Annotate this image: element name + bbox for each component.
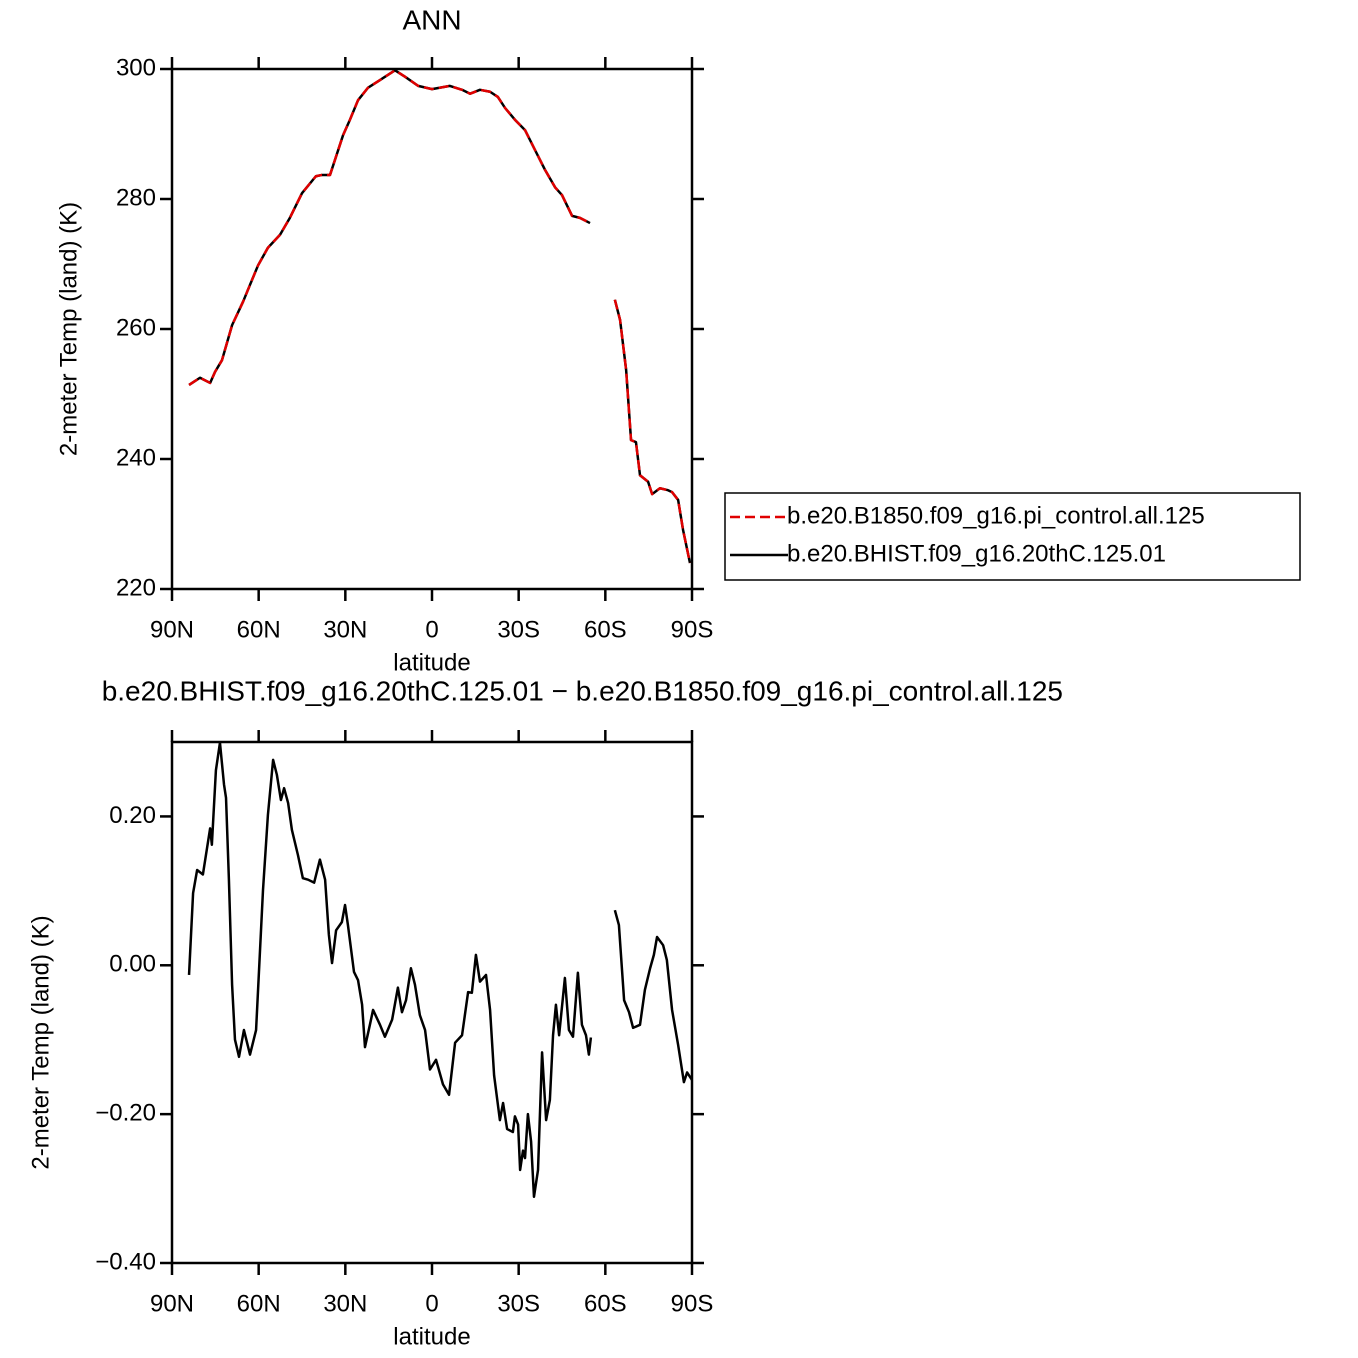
y-tick-label: 280 <box>116 184 156 211</box>
x-tick-label: 30S <box>497 616 540 643</box>
x-tick-label: 90N <box>150 1290 194 1317</box>
y-tick-label: −0.20 <box>95 1099 156 1126</box>
y-tick-label: 220 <box>116 574 156 601</box>
legend-label: b.e20.B1850.f09_g16.pi_control.all.125 <box>787 502 1205 529</box>
y-axis-label: 2-meter Temp (land) (K) <box>55 202 82 456</box>
chart-title: b.e20.BHIST.f09_g16.20thC.125.01 − b.e20… <box>102 675 1063 706</box>
x-axis-label: latitude <box>393 649 470 676</box>
y-tick-label: 0.20 <box>109 802 156 829</box>
data-line <box>188 69 692 564</box>
y-tick-label: 0.00 <box>109 951 156 978</box>
data-line <box>187 741 694 1199</box>
y-axis-label: 2-meter Temp (land) (K) <box>27 915 54 1169</box>
legend-box <box>724 492 1301 581</box>
x-tick-label: 60N <box>237 616 281 643</box>
x-tick-label: 30S <box>497 1290 540 1317</box>
y-tick-label: −0.40 <box>95 1248 156 1275</box>
x-tick-label: 60N <box>237 1290 281 1317</box>
x-tick-label: 90N <box>150 616 194 643</box>
x-tick-label: 0 <box>425 616 438 643</box>
y-tick-label: 260 <box>116 314 156 341</box>
plot-frame <box>170 67 694 591</box>
x-tick-label: 90S <box>671 616 714 643</box>
data-line <box>188 69 692 564</box>
x-tick-label: 60S <box>584 616 627 643</box>
legend-label: b.e20.BHIST.f09_g16.20thC.125.01 <box>787 540 1166 567</box>
x-tick-label: 0 <box>425 1290 438 1317</box>
x-tick-label: 60S <box>584 1290 627 1317</box>
y-tick-label: 240 <box>116 444 156 471</box>
x-tick-label: 30N <box>323 1290 367 1317</box>
x-axis-label: latitude <box>393 1323 470 1350</box>
y-tick-label: 300 <box>116 54 156 81</box>
plot-frame <box>170 740 694 1265</box>
x-tick-label: 30N <box>323 616 367 643</box>
x-tick-label: 90S <box>671 1290 714 1317</box>
chart-title: ANN <box>402 4 461 35</box>
